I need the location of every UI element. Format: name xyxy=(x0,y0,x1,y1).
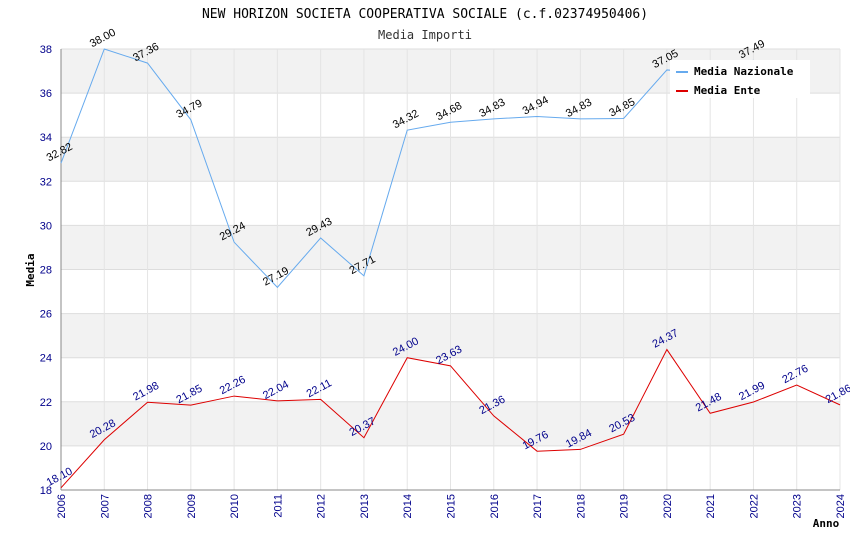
y-tick-label: 32 xyxy=(40,176,52,188)
x-tick-label: 2009 xyxy=(186,494,198,518)
x-tick-label: 2013 xyxy=(359,494,371,518)
x-axis-ticks: 2006 2007 2008 2009 2010 2011 2012 2013 2014 2015… xyxy=(56,494,847,518)
gridlines xyxy=(60,48,841,491)
y-tick-label: 22 xyxy=(40,397,52,409)
y-axis-ticks: 18 20 22 24 26 28 30 32 34 36 38 xyxy=(40,44,52,497)
chart-subtitle: Media Importi xyxy=(378,28,472,42)
x-tick-label: 2012 xyxy=(316,494,328,518)
series-lines xyxy=(60,48,841,489)
x-tick-label: 2023 xyxy=(792,494,804,518)
legend-box xyxy=(670,60,810,98)
x-axis-title: Anno xyxy=(813,517,840,530)
x-tick-label: 2010 xyxy=(229,494,241,518)
x-tick-label: 2022 xyxy=(748,494,760,518)
legend-label-media-ente: Media Ente xyxy=(694,84,761,97)
legend: Media Nazionale Media Ente xyxy=(670,60,810,98)
y-tick-label: 28 xyxy=(40,265,52,277)
x-tick-label: 2018 xyxy=(575,494,587,518)
x-tick-label: 2024 xyxy=(835,494,847,518)
x-tick-label: 2017 xyxy=(532,494,544,518)
x-tick-label: 2016 xyxy=(489,494,501,518)
x-tick-label: 2007 xyxy=(99,494,111,518)
chart-title: NEW HORIZON SOCIETA COOPERATIVA SOCIALE … xyxy=(202,7,648,22)
series-line-media-ente xyxy=(60,348,841,489)
x-tick-label: 2021 xyxy=(705,494,717,518)
y-axis-title: Media xyxy=(24,253,37,286)
legend-label-media-nazionale: Media Nazionale xyxy=(694,65,794,78)
x-tick-label: 2020 xyxy=(662,494,674,518)
x-tick-label: 2008 xyxy=(143,494,155,518)
y-tick-label: 20 xyxy=(40,441,52,453)
y-tick-label: 38 xyxy=(40,44,52,56)
series-line-media-nazionale xyxy=(60,48,754,289)
x-tick-label: 2015 xyxy=(446,494,458,518)
y-tick-label: 24 xyxy=(40,353,52,365)
data-label-media-nazionale: 38.00 xyxy=(88,27,118,51)
y-tick-label: 30 xyxy=(40,220,52,232)
y-tick-label: 26 xyxy=(40,309,52,321)
x-tick-label: 2011 xyxy=(272,494,284,518)
x-tick-label: 2006 xyxy=(56,494,68,518)
x-tick-label: 2019 xyxy=(619,494,631,518)
x-tick-label: 2014 xyxy=(402,494,414,518)
y-tick-label: 34 xyxy=(40,132,52,144)
y-tick-label: 36 xyxy=(40,88,52,100)
y-tick-label: 18 xyxy=(40,485,52,497)
